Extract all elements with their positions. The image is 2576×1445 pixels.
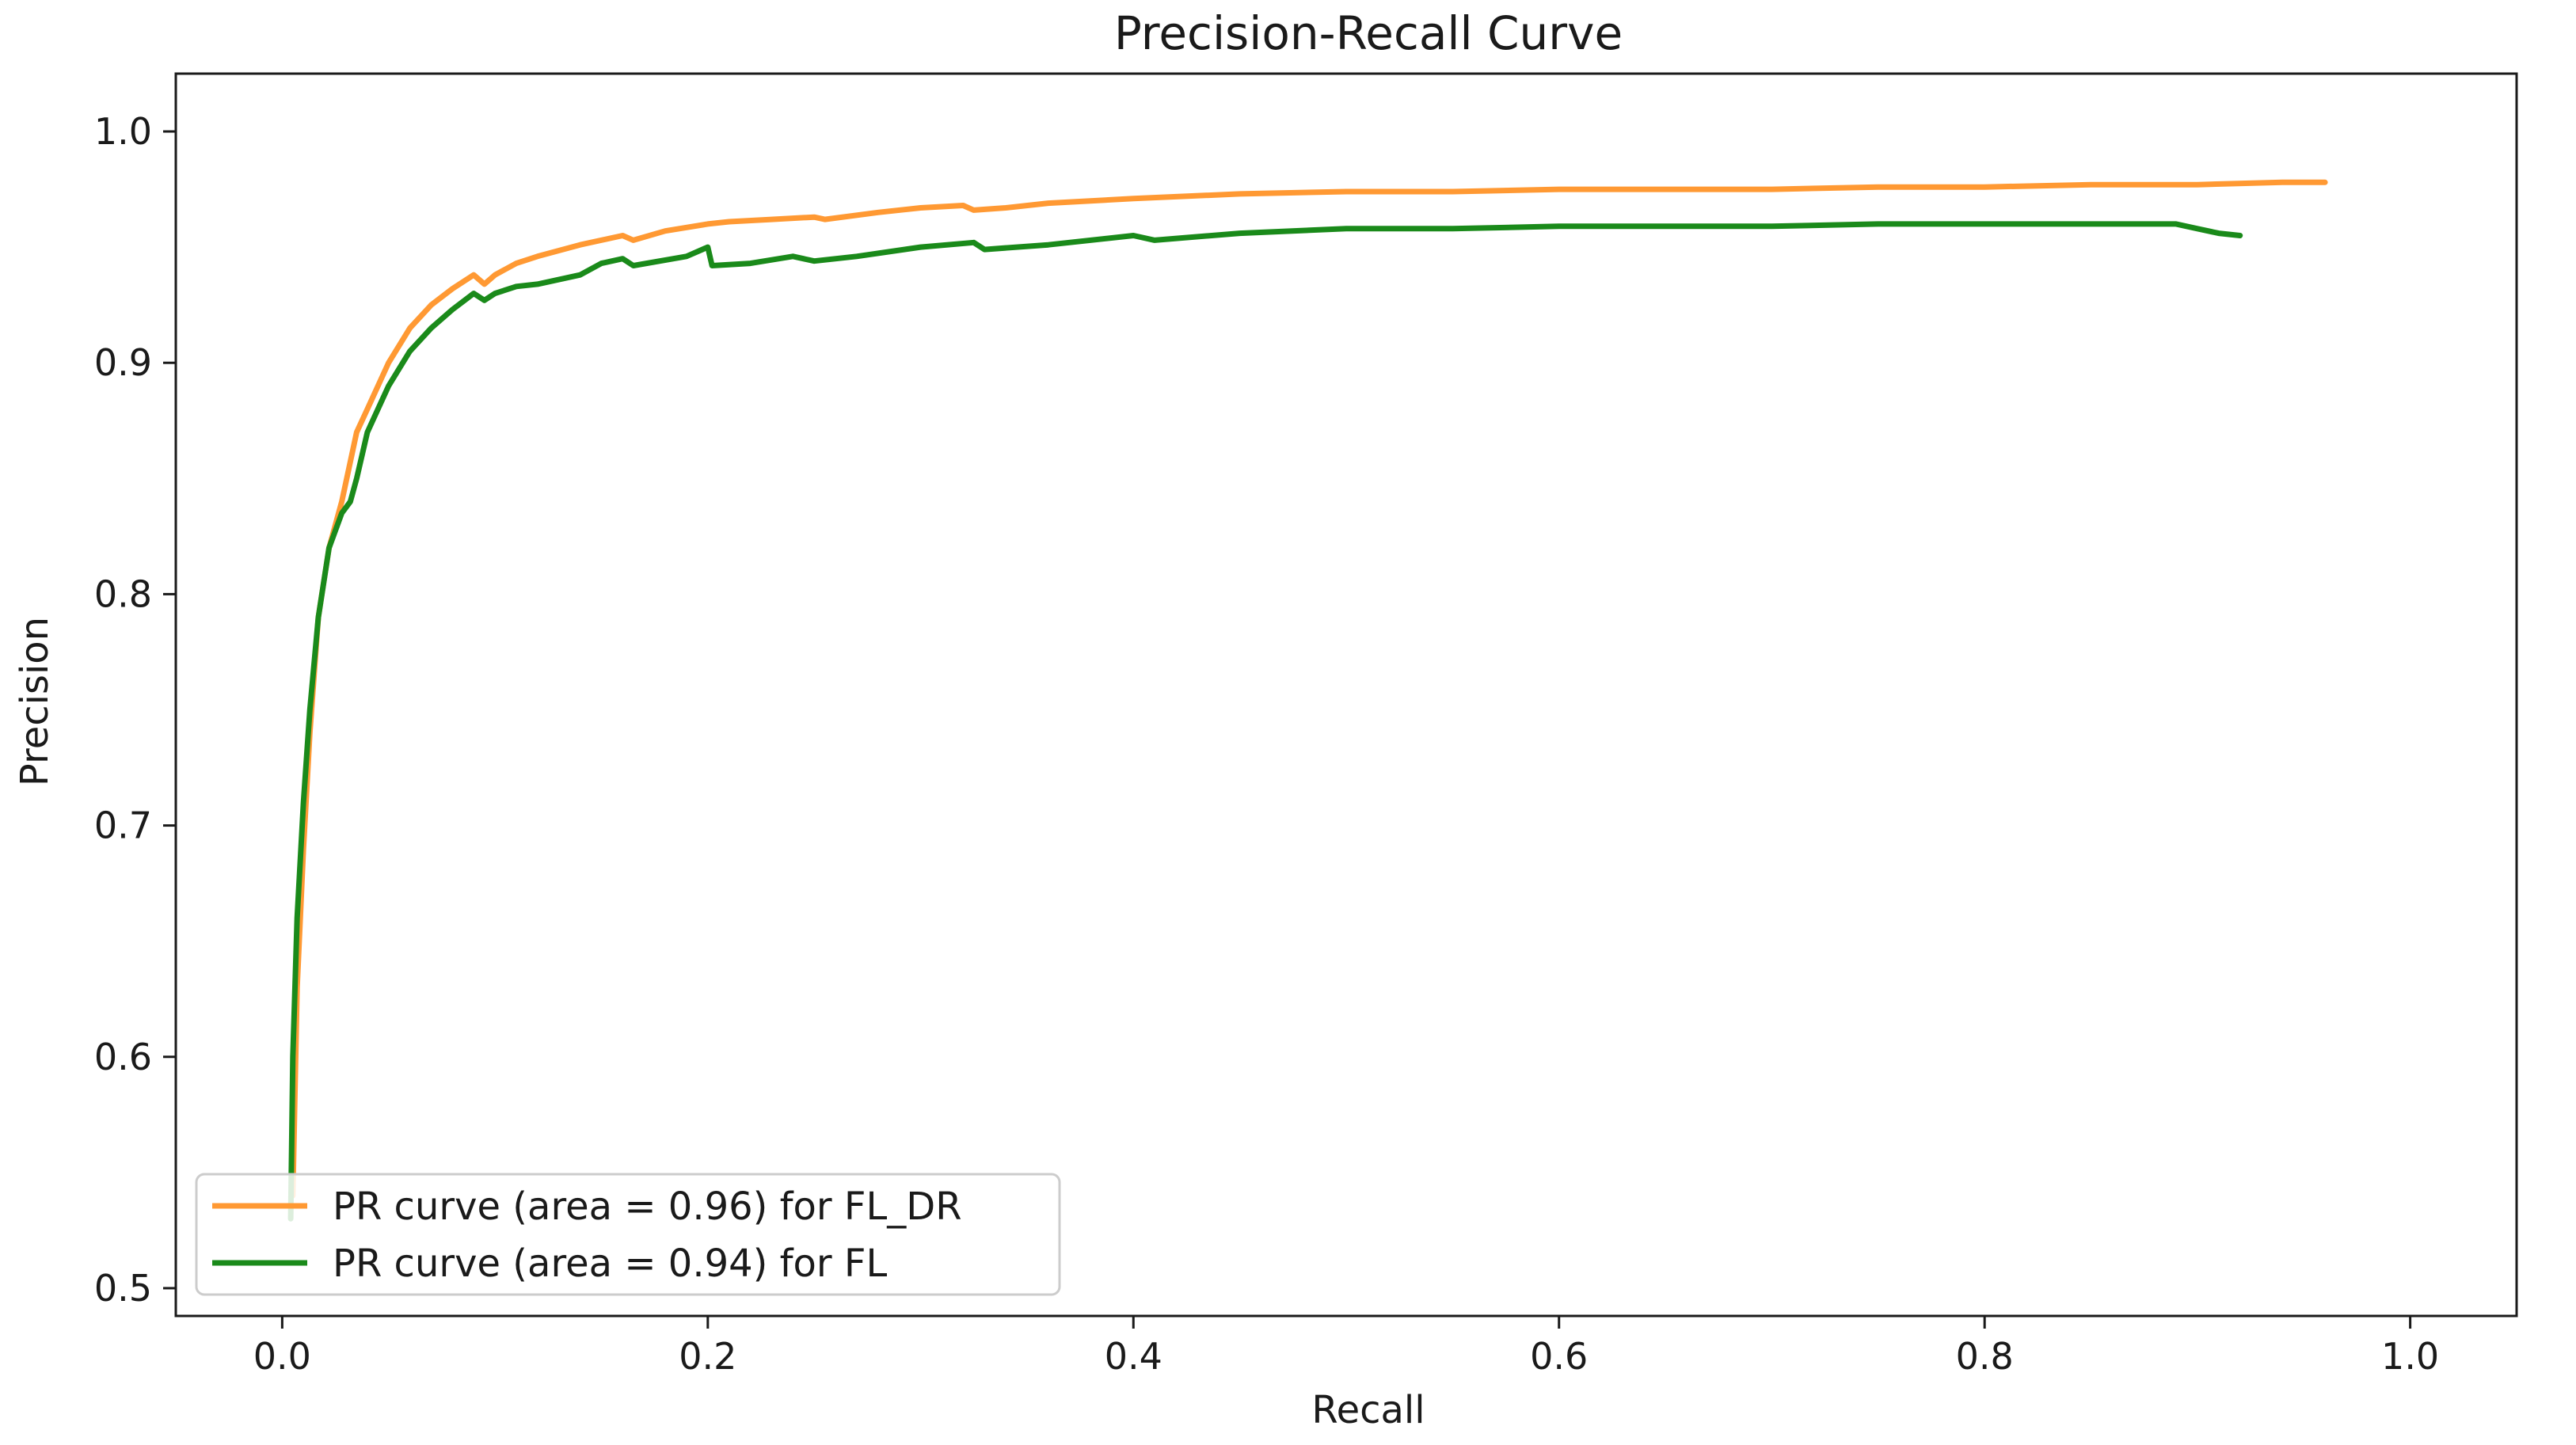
series-line-1 <box>290 179 2328 1199</box>
y-axis: 0.5 0.6 0.7 0.8 0.9 1.0 <box>94 110 176 1310</box>
x-tick-label: 0.0 <box>253 1335 311 1378</box>
legend: PR curve (area = 0.96) for FL_DR PR curve… <box>195 1173 1061 1296</box>
y-tick-label: 0.9 <box>94 341 152 384</box>
x-tick-label: 0.6 <box>1530 1335 1588 1378</box>
series-line-2 <box>287 221 2243 1222</box>
x-tick-label: 0.2 <box>679 1335 736 1378</box>
x-tick-label: 0.8 <box>1956 1335 2014 1378</box>
y-tick-label: 0.6 <box>94 1036 152 1078</box>
x-tick-label: 0.4 <box>1105 1335 1162 1378</box>
x-axis: 0.0 0.2 0.4 0.6 0.8 1.0 <box>253 1316 2439 1378</box>
y-tick-label: 0.8 <box>94 572 152 615</box>
legend-box <box>195 1173 1061 1296</box>
chart-title: Precision-Recall Curve <box>1114 6 1623 60</box>
y-tick-label: 1.0 <box>94 110 152 153</box>
x-tick-label: 1.0 <box>2381 1335 2439 1378</box>
legend-label: PR curve (area = 0.94) for FL <box>333 1242 888 1286</box>
legend-label: PR curve (area = 0.96) for FL_DR <box>333 1185 962 1229</box>
plot-frame <box>174 72 2518 1318</box>
y-axis-label: Precision <box>13 617 57 786</box>
y-tick-label: 0.5 <box>94 1267 152 1310</box>
x-axis-label: Recall <box>1311 1388 1425 1432</box>
series-layer <box>287 179 2328 1222</box>
plot-area <box>174 72 2518 1318</box>
y-tick-label: 0.7 <box>94 804 152 847</box>
